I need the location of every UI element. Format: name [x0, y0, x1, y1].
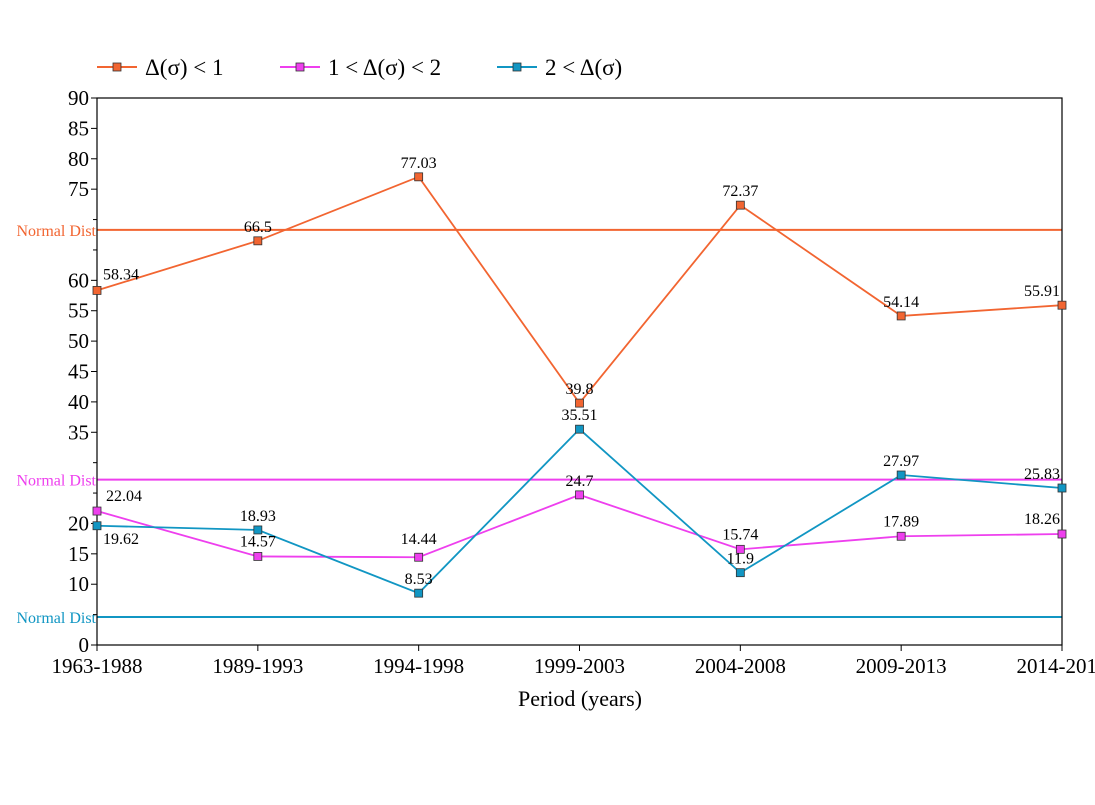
data-point-marker	[92, 286, 102, 295]
data-point-marker	[253, 552, 263, 561]
x-tick-label: 1989-1993	[212, 654, 303, 678]
data-label: 24.7	[566, 473, 594, 490]
data-label: 66.5	[244, 219, 272, 236]
legend-marker	[295, 62, 305, 72]
data-label: 19.62	[103, 531, 139, 548]
data-point-marker	[575, 398, 584, 408]
y-tick-label: 45	[68, 360, 89, 384]
data-label: 54.14	[883, 294, 919, 311]
x-tick-label: 1994-1998	[373, 654, 464, 678]
data-point-marker	[735, 544, 745, 554]
y-tick-label: 10	[68, 572, 89, 596]
y-tick-label: 20	[68, 511, 89, 535]
data-point-marker	[92, 521, 102, 531]
x-tick-label: 1999-2003	[534, 654, 625, 678]
legend-label: Δ(σ) < 1	[145, 55, 223, 80]
data-label: 58.34	[103, 266, 139, 283]
y-tick-label: 90	[68, 86, 89, 110]
series-group	[92, 172, 1067, 598]
data-label: 15.74	[722, 526, 758, 543]
data-labels: 58.34 66.5 77.03 39.8 72.37 54.14 55.91 22.04 14…	[103, 155, 1060, 588]
y-tick-label: 75	[68, 177, 89, 201]
y-tick-label: 60	[68, 268, 89, 292]
data-label: 14.44	[401, 531, 437, 548]
data-label: 18.93	[240, 508, 276, 525]
normal-dist-label: Normal Dist	[16, 223, 96, 240]
x-tick-label: 2004-2008	[695, 654, 786, 678]
data-label: 35.51	[562, 407, 598, 424]
y-tick-label: 55	[68, 299, 89, 323]
data-label: 77.03	[401, 155, 437, 172]
data-point-marker	[253, 236, 263, 246]
data-point-marker	[414, 552, 424, 562]
plot-frame	[96, 97, 1063, 646]
legend: Δ(σ) < 1 1 < Δ(σ) < 2 2 < Δ(σ)	[97, 55, 622, 80]
data-point-marker	[735, 568, 745, 578]
data-label: 39.8	[566, 381, 594, 398]
data-point-marker	[1057, 483, 1067, 493]
legend-marker	[512, 62, 522, 72]
normal-dist-label: Normal Dist	[16, 610, 96, 627]
data-label: 18.26	[1024, 511, 1060, 528]
data-point-marker	[575, 490, 584, 500]
data-label: 11.9	[727, 551, 754, 568]
series-line	[96, 175, 1063, 405]
data-label: 55.91	[1024, 283, 1060, 300]
y-tick-label: 15	[68, 542, 89, 566]
x-tick-label: 2014-2018	[1017, 654, 1095, 678]
data-label: 22.04	[106, 488, 142, 505]
data-point-marker	[414, 172, 424, 182]
data-label: 17.89	[883, 513, 919, 530]
x-tick-label: 1963-1988	[52, 654, 143, 678]
y-tick-label: 0	[79, 633, 90, 657]
data-point-marker	[896, 311, 906, 321]
y-tick-label: 85	[68, 116, 89, 140]
data-point-marker	[253, 525, 263, 535]
data-point-marker	[92, 506, 102, 516]
y-tick-label: 40	[68, 390, 89, 414]
legend-label: 1 < Δ(σ) < 2	[328, 55, 441, 80]
data-point-marker	[575, 424, 584, 434]
normal-dist-label: Normal Dist	[16, 473, 96, 490]
x-axis-label: Period (years)	[518, 686, 642, 711]
legend-label: 2 < Δ(σ)	[545, 55, 622, 80]
data-label: 27.97	[883, 453, 919, 470]
legend-marker	[112, 62, 122, 72]
data-label: 72.37	[722, 183, 758, 200]
data-point-marker	[896, 531, 906, 541]
data-point-marker	[1057, 300, 1067, 310]
y-tick-label: 50	[68, 329, 89, 353]
reference-lines: Normal Dist Normal Dist Normal Dist	[16, 223, 1062, 627]
data-label: 8.53	[405, 571, 433, 588]
data-label: 25.83	[1024, 466, 1060, 483]
data-point-marker	[896, 470, 906, 480]
data-point-marker	[1057, 529, 1067, 539]
x-tick-label: 2009-2013	[856, 654, 947, 678]
data-point-marker	[735, 200, 745, 210]
axes: 0 10 15 20 35 40 45 50 55 60 75 80 85 90 1963-1988 1989…	[52, 86, 1095, 678]
y-tick-label: 80	[68, 147, 89, 171]
data-point-marker	[414, 588, 424, 598]
data-label: 14.57	[240, 533, 276, 550]
y-tick-label: 35	[68, 420, 89, 444]
